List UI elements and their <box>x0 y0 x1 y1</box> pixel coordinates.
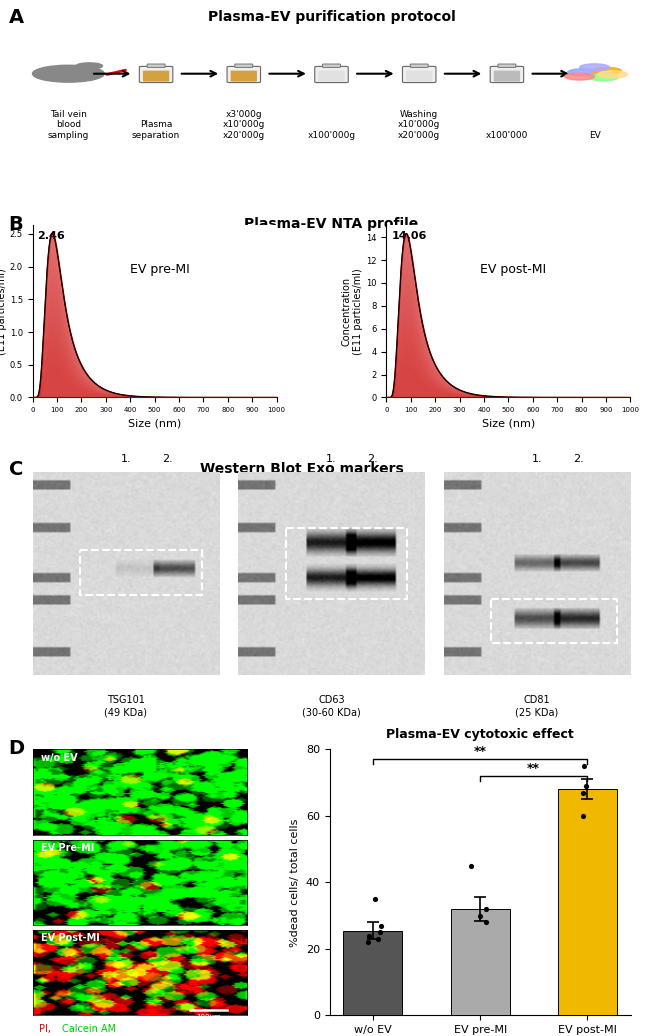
Text: EV: EV <box>589 131 601 140</box>
Text: 250 kDa: 250 kDa <box>63 486 100 494</box>
Text: 14.06: 14.06 <box>391 231 426 240</box>
Bar <box>558 789 617 1015</box>
Text: w/o EV: w/o EV <box>41 753 78 762</box>
Point <box>364 927 374 944</box>
FancyBboxPatch shape <box>315 66 348 83</box>
Circle shape <box>597 70 627 78</box>
Bar <box>286 527 408 599</box>
Circle shape <box>567 68 597 76</box>
Point <box>370 891 380 908</box>
Text: 50 kDa: 50 kDa <box>68 577 100 586</box>
FancyBboxPatch shape <box>322 64 341 67</box>
Text: x100'000g: x100'000g <box>307 131 356 140</box>
FancyBboxPatch shape <box>139 66 173 83</box>
Circle shape <box>592 67 621 75</box>
X-axis label: Size (nm): Size (nm) <box>482 419 535 429</box>
Y-axis label: %dead cells/ total cells: %dead cells/ total cells <box>291 818 300 947</box>
Text: CD81
(25 KDa): CD81 (25 KDa) <box>515 695 559 717</box>
Text: EV Post-MI: EV Post-MI <box>41 933 100 944</box>
Text: 2.: 2. <box>162 454 172 463</box>
Text: 100μm: 100μm <box>196 1014 221 1020</box>
Point <box>376 917 386 933</box>
Title: Plasma-EV cytotoxic effect: Plasma-EV cytotoxic effect <box>386 728 574 742</box>
Bar <box>450 909 510 1015</box>
Text: TSG101
(49 KDa): TSG101 (49 KDa) <box>105 695 148 717</box>
Text: B: B <box>8 215 23 234</box>
Text: 20 kDa: 20 kDa <box>68 649 100 657</box>
Text: Calcein AM: Calcein AM <box>62 1024 116 1034</box>
FancyBboxPatch shape <box>231 70 257 82</box>
Circle shape <box>76 63 103 69</box>
Circle shape <box>32 65 104 82</box>
Text: Plasma-EV purification protocol: Plasma-EV purification protocol <box>207 10 456 25</box>
Point <box>577 784 588 801</box>
FancyBboxPatch shape <box>406 70 432 82</box>
Text: 2.46: 2.46 <box>38 231 65 240</box>
FancyBboxPatch shape <box>498 64 516 67</box>
FancyBboxPatch shape <box>147 64 165 67</box>
Point <box>373 930 384 947</box>
Text: 1. EV pre-MI: 1. EV pre-MI <box>559 517 621 526</box>
Point <box>581 778 592 795</box>
Text: **: ** <box>527 762 540 775</box>
Text: Tail vein
blood
sampling: Tail vein blood sampling <box>47 110 89 140</box>
Text: 2.: 2. <box>573 454 584 463</box>
Text: x100'000: x100'000 <box>486 131 528 140</box>
Y-axis label: Concentration
(E11 particles/ml): Concentration (E11 particles/ml) <box>342 268 363 354</box>
Text: C: C <box>8 460 23 479</box>
Text: EV Pre-MI: EV Pre-MI <box>41 843 94 853</box>
Text: A: A <box>8 7 23 27</box>
FancyBboxPatch shape <box>402 66 436 83</box>
X-axis label: Size (nm): Size (nm) <box>128 419 181 429</box>
Point <box>480 900 491 917</box>
Circle shape <box>565 73 595 80</box>
Text: Western Blot Exo markers: Western Blot Exo markers <box>200 462 404 476</box>
Text: Plasma
separation: Plasma separation <box>132 120 180 140</box>
Bar <box>491 599 617 643</box>
Text: 100 kDa: 100 kDa <box>62 533 100 542</box>
FancyBboxPatch shape <box>318 70 344 82</box>
Text: 2.: 2. <box>367 454 378 463</box>
Text: **: ** <box>474 745 487 758</box>
FancyBboxPatch shape <box>227 66 261 83</box>
Text: x3'000g
x10'000g
x20'000g: x3'000g x10'000g x20'000g <box>222 110 265 140</box>
Text: 37 kDa: 37 kDa <box>68 598 100 606</box>
Text: 1.: 1. <box>532 454 542 463</box>
Text: Plasma-EV NTA profile: Plasma-EV NTA profile <box>244 217 419 231</box>
Point <box>578 808 588 825</box>
Y-axis label: Concentration
(E11 particles/ml): Concentration (E11 particles/ml) <box>0 268 7 354</box>
Point <box>481 914 491 930</box>
Text: 2. EV post-MI: 2. EV post-MI <box>559 543 627 553</box>
Text: CD63
(30-60 KDa): CD63 (30-60 KDa) <box>302 695 361 717</box>
Point <box>465 858 476 874</box>
FancyBboxPatch shape <box>143 70 169 82</box>
Text: EV pre-MI: EV pre-MI <box>129 263 189 277</box>
Bar <box>80 550 202 595</box>
Point <box>375 924 385 941</box>
Text: PI,: PI, <box>39 1024 54 1034</box>
Point <box>578 757 589 774</box>
Circle shape <box>589 74 619 81</box>
Text: 1.: 1. <box>326 454 337 463</box>
FancyBboxPatch shape <box>494 70 520 82</box>
FancyBboxPatch shape <box>235 64 253 67</box>
Circle shape <box>580 64 610 70</box>
Text: Washing
x10'000g
x20'000g: Washing x10'000g x20'000g <box>398 110 441 140</box>
Text: 1.: 1. <box>121 454 131 463</box>
Bar <box>343 930 402 1015</box>
Text: D: D <box>8 739 25 757</box>
FancyBboxPatch shape <box>410 64 428 67</box>
FancyBboxPatch shape <box>490 66 524 83</box>
Text: EV post-MI: EV post-MI <box>480 263 547 277</box>
Point <box>363 933 373 950</box>
Point <box>474 908 485 924</box>
